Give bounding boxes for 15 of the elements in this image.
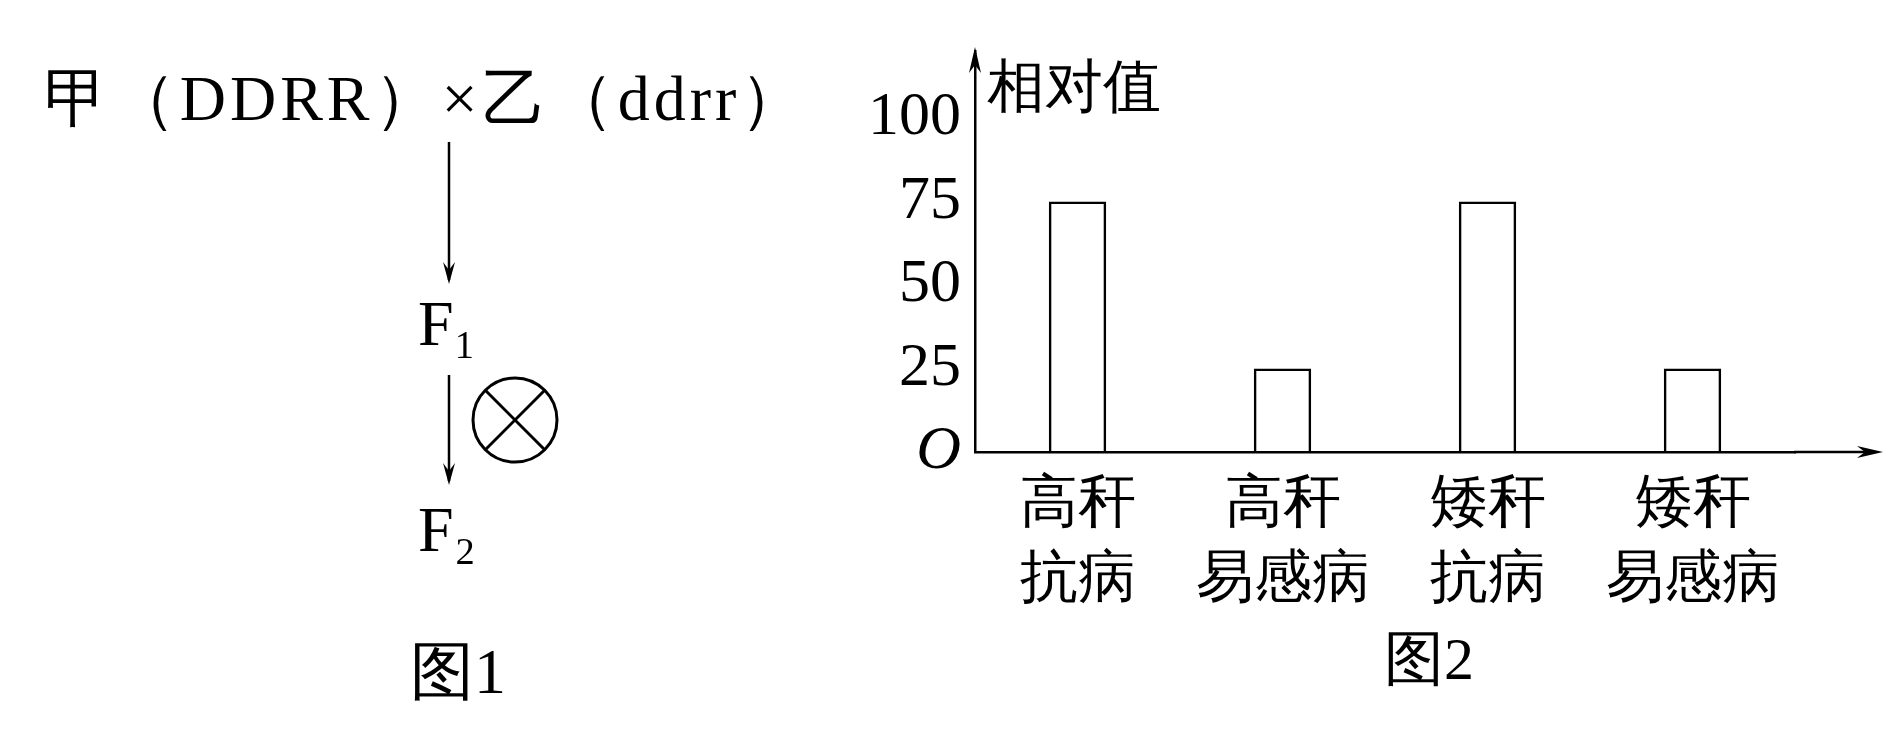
y-tick-label: 75 xyxy=(899,162,961,231)
x-tick-label: 矮秆易感病 xyxy=(1605,468,1780,610)
x-tick-label: 高秆抗病 xyxy=(1019,468,1136,610)
x-tick-label: 高秆易感病 xyxy=(1195,468,1370,610)
y-tick-label: 100 xyxy=(868,79,961,148)
y-tick-label: 25 xyxy=(899,329,961,398)
y-tick-label: O xyxy=(916,413,961,482)
text: 图2 xyxy=(1384,625,1474,692)
text: F₁ xyxy=(418,288,476,359)
text: 甲（DDRR）×乙（ddrr） xyxy=(43,63,809,134)
text: F₂ xyxy=(418,494,476,565)
y-tick-label: 50 xyxy=(899,246,961,315)
x-tick-label: 矮秆抗病 xyxy=(1429,468,1546,610)
text: 图1 xyxy=(410,636,506,707)
y-axis-title: 相对值 xyxy=(987,54,1161,120)
